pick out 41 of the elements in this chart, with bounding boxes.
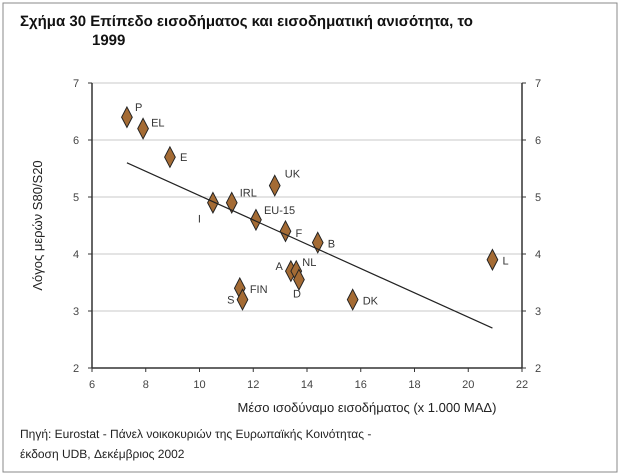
text: Πηγή: Eurostat - Πάνελ νοικοκυριών της Ευρωπαϊκής Κοινότητας - έκδοση UDB, Δεκέμβριος 2002 xyxy=(20,427,372,461)
y2-tick-label: 4 xyxy=(534,249,542,261)
annotation: A xyxy=(276,261,284,274)
annotation: EL xyxy=(151,118,165,130)
annotation: I xyxy=(198,214,201,226)
x-tick-label: 18 xyxy=(408,379,421,391)
y-tick-label: 7 xyxy=(72,78,80,90)
y-tick-label: 3 xyxy=(72,306,80,318)
annotation: IRL xyxy=(240,188,257,200)
annotation: FIN xyxy=(250,284,268,296)
y-tick-label: 4 xyxy=(72,249,80,261)
annotation: DK xyxy=(362,296,379,308)
y-tick-label: 2 xyxy=(72,363,80,375)
y2-tick-label: 2 xyxy=(534,363,542,375)
annotation: S xyxy=(227,294,234,307)
annotation: L xyxy=(502,256,509,268)
y2-tick-label: 3 xyxy=(534,306,542,318)
y-axis-title: Λόγος μερών S80/S20 xyxy=(30,160,45,291)
x-tick-label: 20 xyxy=(462,379,474,391)
y-tick-label: 5 xyxy=(72,192,80,204)
x-tick-label: 14 xyxy=(300,379,314,391)
y2-tick-label: 6 xyxy=(534,135,542,147)
annotation: F xyxy=(296,228,302,240)
annotation: D xyxy=(292,288,301,301)
x-tick-label: 6 xyxy=(88,379,96,391)
x-tick-label: 8 xyxy=(142,379,149,391)
annotation: E xyxy=(180,152,188,164)
x-axis-title: Μέσο ισοδύναμο εισοδήματος (x 1.000 ΜΑΔ) xyxy=(238,400,496,415)
y2-tick-label: 5 xyxy=(534,192,542,204)
annotation: B xyxy=(328,238,336,251)
x-tick-label: 10 xyxy=(193,379,206,391)
x-tick-label: 16 xyxy=(354,379,367,391)
x-tick-label: 22 xyxy=(516,379,528,391)
annotation: UK xyxy=(284,168,301,181)
x-tick-label: 12 xyxy=(247,379,260,391)
y-tick-label: 6 xyxy=(72,135,80,147)
annotation: EU-15 xyxy=(264,204,296,217)
chart-title: Σχήμα 30 Επίπεδο εισοδήματος και εισοδηματική ανισότητα, το 1999 xyxy=(20,13,473,49)
annotation: P xyxy=(134,102,142,114)
y2-tick-label: 7 xyxy=(534,78,542,90)
annotation: NL xyxy=(302,257,316,270)
